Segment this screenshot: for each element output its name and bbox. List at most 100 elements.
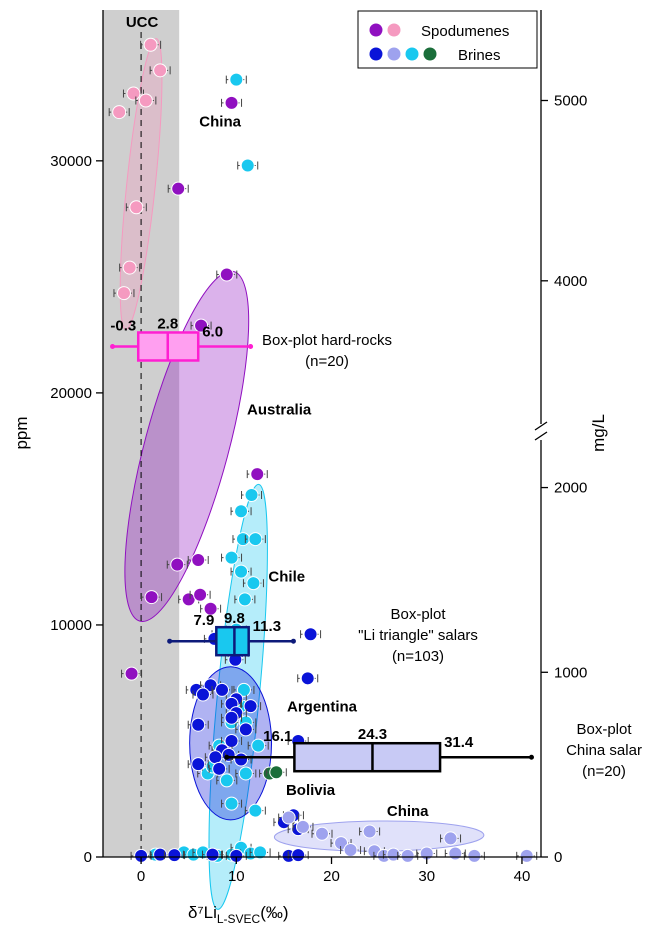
data-point bbox=[281, 810, 296, 825]
boxplot-q3-label: 31.4 bbox=[444, 734, 474, 751]
data-point bbox=[400, 848, 415, 863]
legend: Spodumenes Brines bbox=[357, 10, 538, 69]
data-point bbox=[253, 845, 268, 860]
data-point bbox=[243, 699, 258, 714]
data-point bbox=[443, 831, 458, 846]
data-point bbox=[212, 761, 227, 776]
data-point bbox=[238, 766, 253, 781]
boxplot-caption: (n=103) bbox=[392, 648, 444, 665]
legend-marker bbox=[369, 23, 383, 37]
boxplot-q3-label: 6.0 bbox=[202, 323, 223, 340]
data-points bbox=[108, 37, 538, 863]
data-point bbox=[362, 824, 377, 839]
ucc-label: UCC bbox=[126, 14, 159, 31]
legend-marker bbox=[369, 47, 383, 61]
data-point bbox=[244, 487, 259, 502]
x-tick-label: 0 bbox=[137, 868, 145, 885]
data-point bbox=[224, 710, 239, 725]
data-point bbox=[229, 72, 244, 87]
y-right-tick-label: 2000 bbox=[554, 480, 587, 497]
data-point bbox=[143, 37, 158, 52]
data-point bbox=[215, 682, 230, 697]
y-left-axis-title: ppm bbox=[12, 416, 31, 449]
x-axis-title: δ⁷LiL-SVEC(‰) bbox=[188, 903, 289, 926]
data-point bbox=[303, 627, 318, 642]
data-point bbox=[234, 752, 249, 767]
y-right-tick-label: 5000 bbox=[554, 93, 587, 110]
data-point bbox=[167, 848, 182, 863]
region-label: Australia bbox=[247, 401, 312, 418]
data-point bbox=[219, 773, 234, 788]
boxplot-median-label: 2.8 bbox=[157, 315, 178, 332]
legend-marker bbox=[387, 47, 401, 61]
whisker-end bbox=[248, 343, 254, 349]
axis-break-mark bbox=[534, 421, 548, 431]
data-point bbox=[171, 181, 186, 196]
y-right-tick-label: 0 bbox=[554, 849, 562, 866]
boxplot-q1-label: -0.3 bbox=[110, 317, 136, 334]
data-point bbox=[251, 738, 266, 753]
data-point bbox=[129, 200, 144, 215]
ellipse-1 bbox=[124, 270, 250, 622]
region-label: Bolivia bbox=[286, 782, 336, 799]
data-point bbox=[224, 796, 239, 811]
boxplot-caption: Box-plot hard-rocks bbox=[262, 332, 392, 349]
whisker-end bbox=[167, 638, 173, 644]
boxplot-caption: "Li triangle" salars bbox=[358, 627, 478, 644]
region-label: China bbox=[387, 803, 429, 820]
y-left-tick-label: 30000 bbox=[50, 153, 92, 170]
data-point bbox=[221, 747, 236, 762]
whisker-end bbox=[224, 754, 230, 760]
data-point bbox=[205, 847, 220, 862]
y-left-tick-label: 0 bbox=[84, 849, 92, 866]
data-point bbox=[191, 757, 206, 772]
legend-box bbox=[357, 10, 538, 69]
data-point bbox=[343, 843, 358, 858]
data-point bbox=[224, 550, 239, 565]
boxplot-q3-label: 11.3 bbox=[253, 618, 281, 635]
data-point bbox=[240, 158, 255, 173]
data-point bbox=[234, 564, 249, 579]
data-point bbox=[237, 592, 252, 607]
boxplot-median-label: 9.8 bbox=[224, 610, 245, 627]
data-point bbox=[300, 671, 315, 686]
x-tick-label: 20 bbox=[323, 868, 340, 885]
data-point bbox=[144, 590, 159, 605]
data-point bbox=[246, 576, 261, 591]
ellipse-0 bbox=[119, 38, 163, 330]
region-label: Chile bbox=[268, 569, 305, 586]
x-tick-label: 10 bbox=[228, 868, 245, 885]
legend-label-spodumenes: Spodumenes bbox=[421, 23, 509, 40]
boxplots: -0.3 2.8 6.0 7.9 9.8 11.3 16.1 24.3 31.4 Box-plot… bbox=[110, 315, 642, 780]
data-point bbox=[238, 722, 253, 737]
region-labels: China Australia Chile Argentina Bolivia China bbox=[191, 109, 429, 820]
data-point bbox=[467, 848, 482, 863]
data-point bbox=[126, 86, 141, 101]
data-point bbox=[153, 847, 168, 862]
data-point bbox=[219, 267, 234, 282]
data-point bbox=[519, 848, 534, 863]
data-point bbox=[248, 803, 263, 818]
boxplot-caption: China salar bbox=[566, 742, 642, 759]
data-point bbox=[224, 95, 239, 110]
data-point bbox=[203, 601, 218, 616]
legend-label-brines: Brines bbox=[458, 47, 501, 64]
y-right-axis-title: mg/L bbox=[589, 414, 608, 452]
whisker-end bbox=[110, 343, 116, 349]
data-point bbox=[208, 750, 223, 765]
data-point bbox=[138, 93, 153, 108]
boxplot-q1-label: 7.9 bbox=[193, 612, 214, 629]
data-point bbox=[191, 552, 206, 567]
boxplot-caption: Box-plot bbox=[390, 606, 446, 623]
whisker-end bbox=[290, 638, 296, 644]
data-point bbox=[124, 666, 139, 681]
y-left-tick-label: 10000 bbox=[50, 617, 92, 634]
data-point bbox=[191, 717, 206, 732]
legend-marker bbox=[423, 47, 437, 61]
data-point bbox=[116, 286, 131, 301]
region-label-bg bbox=[191, 109, 250, 132]
data-point bbox=[194, 318, 209, 333]
boxplot-q1-label: 16.1 bbox=[263, 728, 292, 745]
data-point bbox=[295, 819, 310, 834]
